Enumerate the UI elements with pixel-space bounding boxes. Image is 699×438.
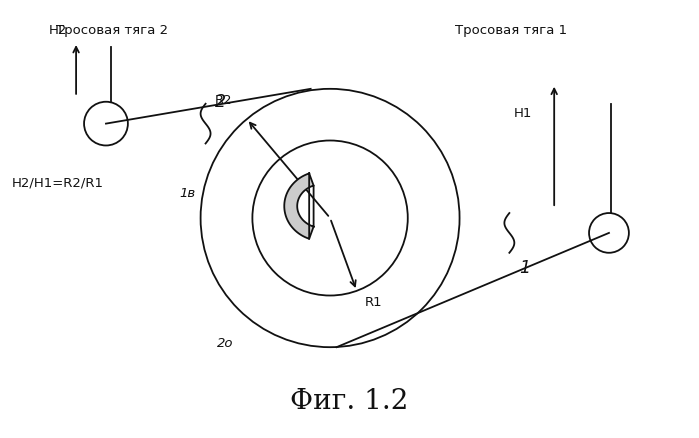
Polygon shape [284, 173, 314, 239]
Text: 2: 2 [215, 93, 226, 111]
Text: H2/H1=R2/R1: H2/H1=R2/R1 [11, 177, 103, 190]
Text: Тросовая тяга 2: Тросовая тяга 2 [56, 24, 168, 37]
Text: R1: R1 [365, 296, 382, 309]
Text: Фиг. 1.2: Фиг. 1.2 [290, 388, 409, 415]
Text: H2: H2 [49, 24, 67, 37]
Text: 2о: 2о [217, 337, 233, 350]
Text: R2: R2 [215, 94, 232, 107]
Text: 1в: 1в [180, 187, 196, 200]
Text: 1: 1 [519, 259, 530, 277]
Text: H1: H1 [514, 107, 532, 120]
Text: Тросовая тяга 1: Тросовая тяга 1 [454, 24, 567, 37]
